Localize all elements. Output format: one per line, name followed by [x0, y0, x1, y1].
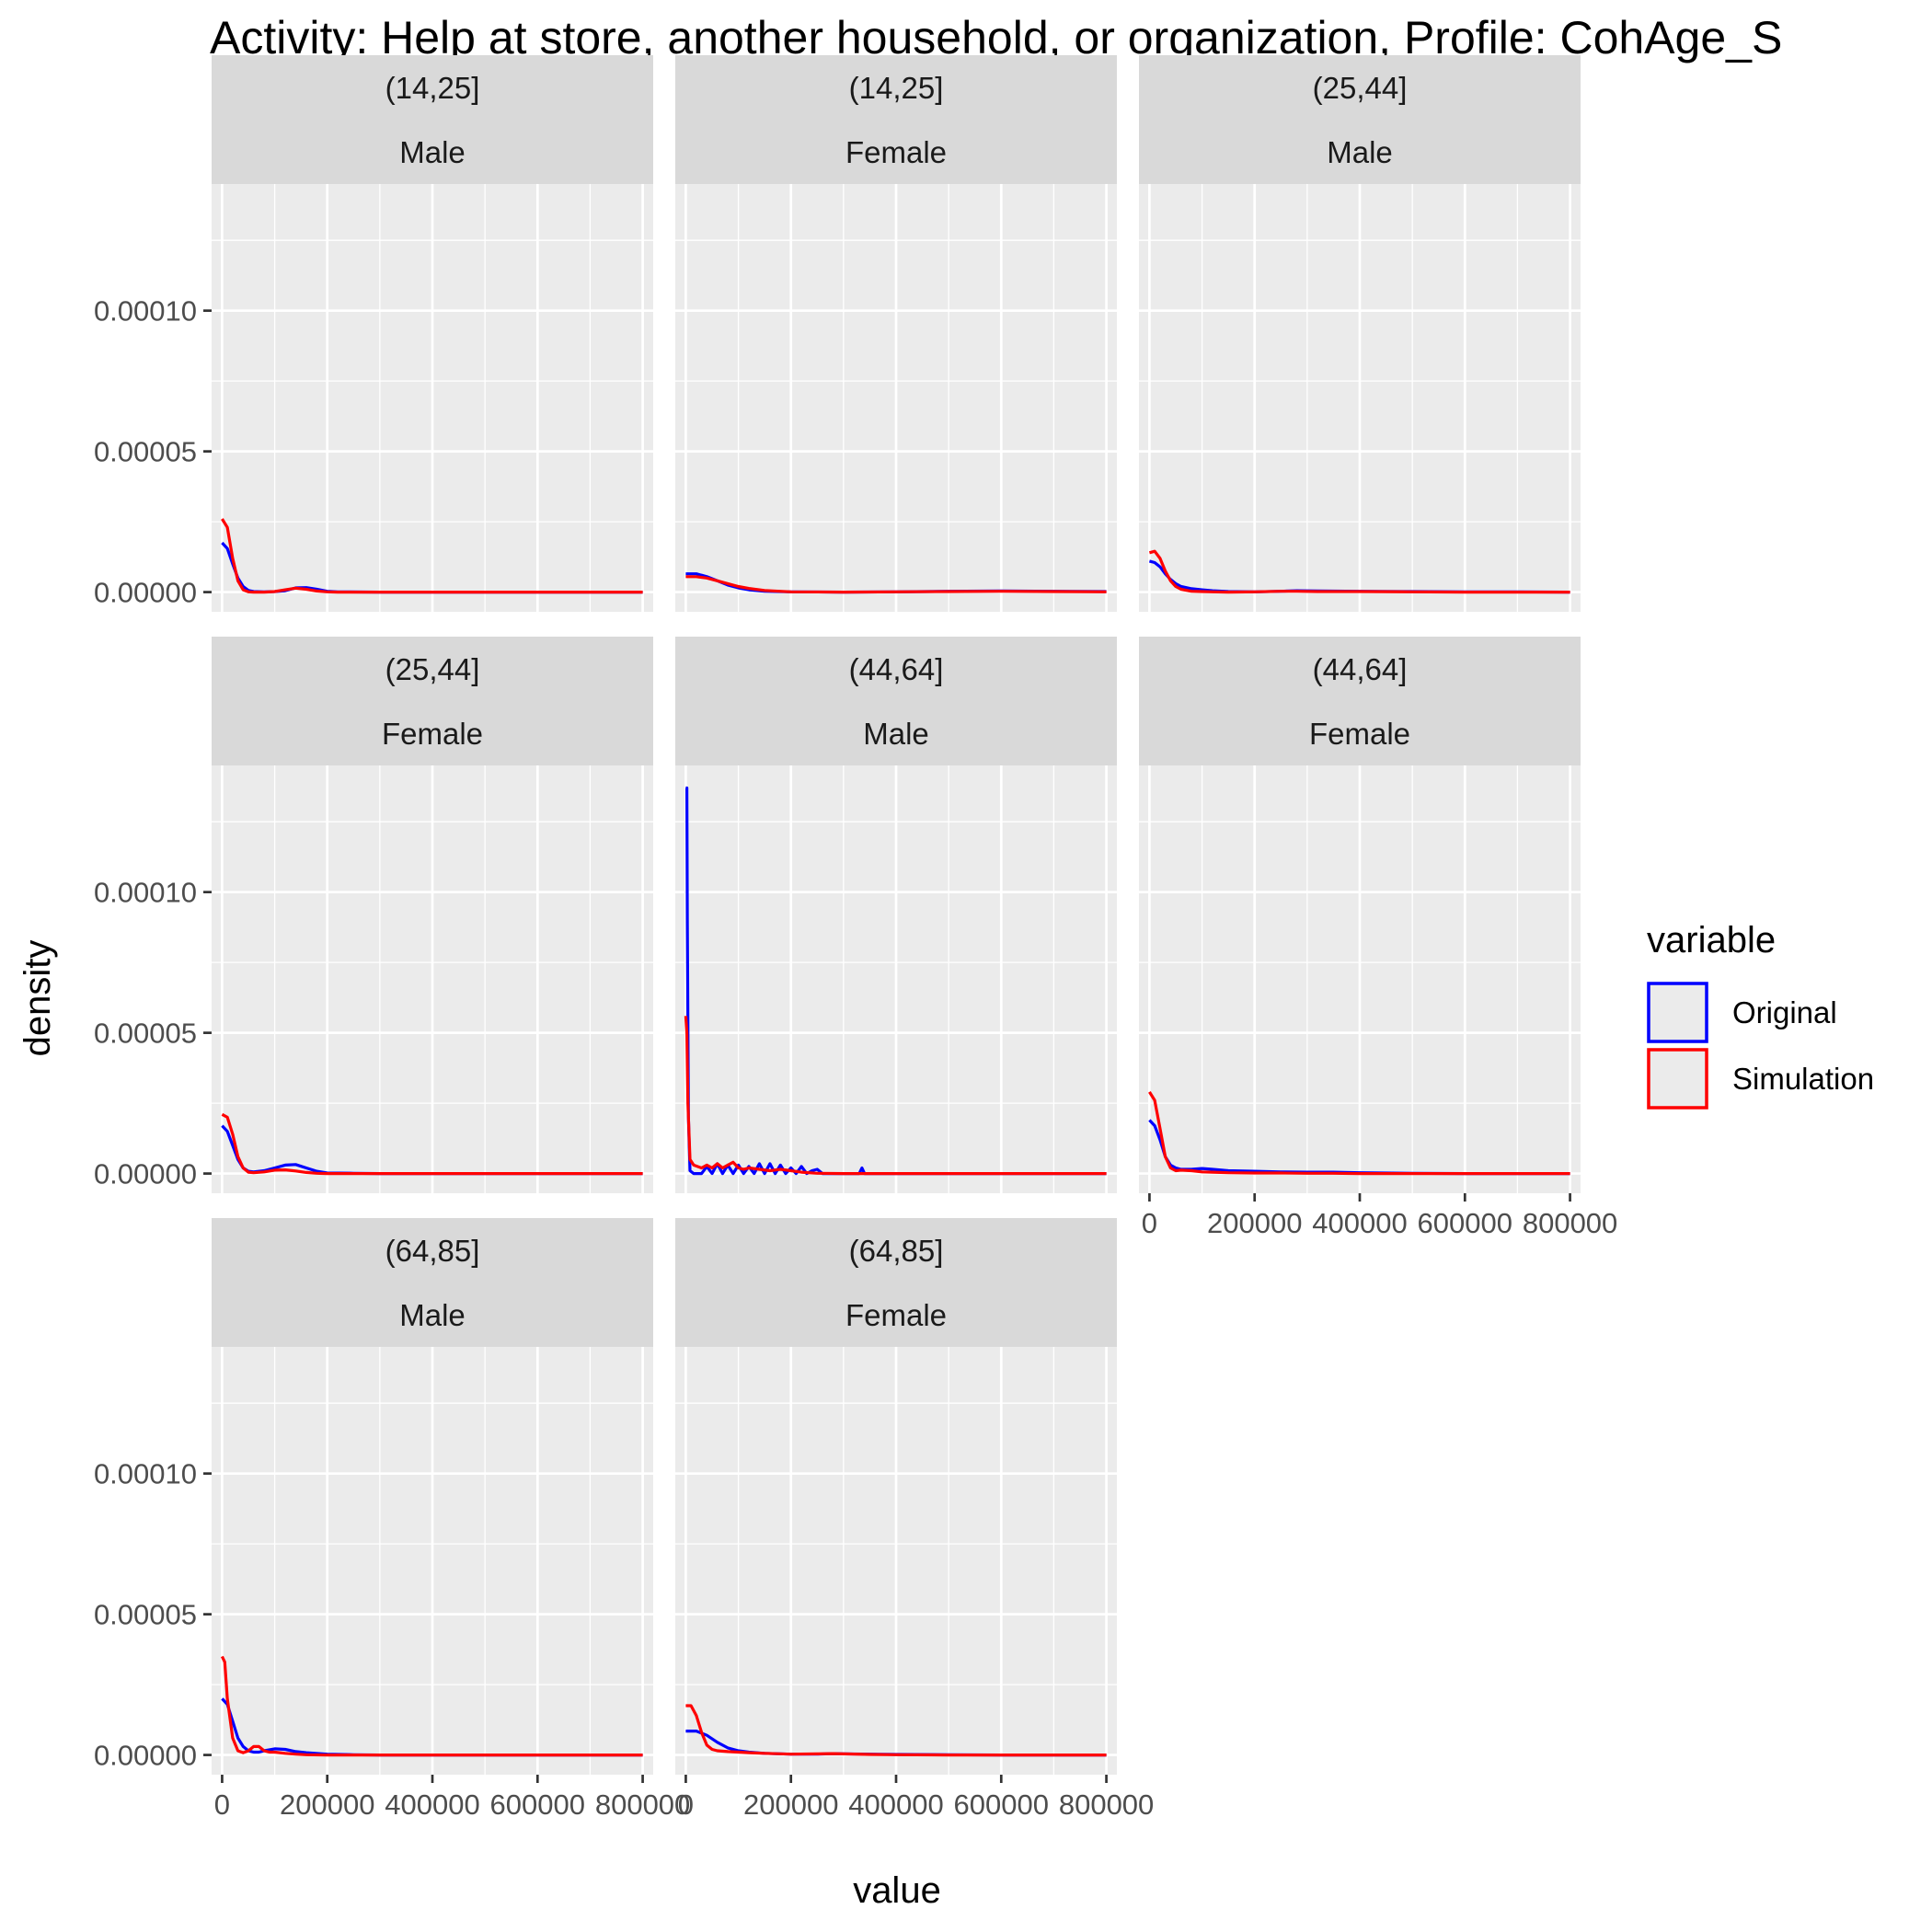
strip-age-bg	[675, 55, 1117, 120]
strip-age-bg	[675, 637, 1117, 701]
series-line-simulation	[220, 1655, 643, 1757]
strip-age-bg	[212, 637, 653, 701]
x-tick-label: 0	[214, 1788, 230, 1821]
legend-key-simulation	[1647, 1048, 1708, 1110]
strip-sex-bg	[212, 120, 653, 184]
panel-2: (14,25] Female	[675, 55, 1117, 612]
strip-age-label: (25,44]	[1313, 71, 1408, 105]
y-tick-label: 0.00005	[94, 1018, 197, 1050]
y-axis-title: density	[17, 940, 58, 1057]
legend-label-simulation: Simulation	[1732, 1062, 1874, 1096]
strip-sex-label: Male	[399, 1298, 466, 1332]
panel-1: (14,25] Male 0.00000 0.00005 0.00010	[94, 55, 653, 612]
x-tick-label: 800000	[595, 1788, 690, 1821]
legend-title: variable	[1647, 920, 1776, 960]
strip-sex-bg	[212, 1282, 653, 1347]
x-tick-label: 0	[678, 1788, 694, 1821]
y-tick-label: 0.00000	[94, 1740, 197, 1772]
panel-4: (25,44] Female 0.00000 0.00005 0.00010	[94, 637, 653, 1193]
strip-sex-bg	[1139, 701, 1581, 765]
series-line-simulation	[685, 1704, 1107, 1757]
x-tick-label: 400000	[385, 1788, 479, 1821]
series-line-simulation	[1148, 549, 1570, 594]
y-tick-label: 0.00005	[94, 1599, 197, 1631]
series-line-simulation	[684, 1016, 1107, 1176]
x-tick-label: 600000	[954, 1788, 1049, 1821]
legend-key-original-bg	[1647, 982, 1708, 1043]
chart-title: Activity: Help at store, another househo…	[210, 12, 1782, 63]
x-tick-label: 0	[1142, 1207, 1157, 1239]
strip-sex-label: Male	[399, 135, 466, 169]
strip-sex-bg	[675, 120, 1117, 184]
strip-age-label: (14,25]	[385, 71, 480, 105]
x-tick-label: 800000	[1059, 1788, 1154, 1821]
panel-6: (44,64] Female 0 200000 400000 600000 800000	[1139, 637, 1617, 1239]
x-axis-title: value	[853, 1870, 941, 1911]
strip-age-label: (44,64]	[849, 652, 944, 686]
strip-age-bg	[1139, 55, 1581, 120]
strip-sex-label: Male	[1327, 135, 1393, 169]
strip-sex-label: Female	[1309, 717, 1410, 751]
series-line-simulation	[1148, 1091, 1570, 1176]
strip-age-label: (25,44]	[385, 652, 480, 686]
strip-age-bg	[675, 1218, 1117, 1282]
x-tick-label: 600000	[490, 1788, 585, 1821]
x-tick-label: 800000	[1523, 1207, 1617, 1239]
strip-sex-label: Male	[863, 717, 929, 751]
y-tick-label: 0.00000	[94, 1158, 197, 1190]
legend-key-simulation-bg	[1647, 1048, 1708, 1110]
strip-sex-bg	[675, 701, 1117, 765]
strip-sex-bg	[675, 1282, 1117, 1347]
x-tick-label: 600000	[1418, 1207, 1512, 1239]
strip-age-bg	[212, 55, 653, 120]
panel-3: (25,44] Male	[1139, 55, 1581, 612]
x-tick-label: 400000	[1312, 1207, 1407, 1239]
strip-sex-bg	[1139, 120, 1581, 184]
y-tick-label: 0.00005	[94, 436, 197, 468]
strip-age-bg	[1139, 637, 1581, 701]
legend: variable Original Simulation	[1647, 920, 1874, 1110]
panel-8: (64,85] Female 0 200000 400000 600000 800000	[675, 1218, 1154, 1821]
strip-age-label: (64,85]	[385, 1234, 480, 1268]
y-tick-label: 0.00000	[94, 577, 197, 609]
x-tick-label: 200000	[743, 1788, 838, 1821]
series-line-simulation	[685, 575, 1107, 594]
panel-5: (44,64] Male	[675, 637, 1117, 1193]
series-line-simulation	[221, 518, 643, 594]
x-tick-label: 400000	[848, 1788, 943, 1821]
legend-label-original: Original	[1732, 995, 1837, 1029]
strip-age-label: (14,25]	[849, 71, 944, 105]
x-tick-label: 200000	[280, 1788, 374, 1821]
panel-7: (64,85] Male 0.00000 0.00005 0.00010 0 200000 4…	[94, 1218, 690, 1821]
strip-age-label: (44,64]	[1313, 652, 1408, 686]
strip-age-label: (64,85]	[849, 1234, 944, 1268]
y-tick-label: 0.00010	[94, 295, 197, 328]
strip-age-bg	[212, 1218, 653, 1282]
y-tick-label: 0.00010	[94, 877, 197, 909]
strip-sex-label: Female	[845, 1298, 947, 1332]
strip-sex-bg	[212, 701, 653, 765]
legend-key-original	[1647, 982, 1708, 1043]
strip-sex-label: Female	[382, 717, 483, 751]
strip-sex-label: Female	[845, 135, 947, 169]
facet-panels: (14,25] Male 0.00000 0.00005 0.00010 (14,25] F…	[94, 55, 1617, 1821]
series-line-simulation	[221, 1112, 643, 1176]
y-tick-label: 0.00010	[94, 1458, 197, 1490]
x-tick-label: 200000	[1207, 1207, 1302, 1239]
